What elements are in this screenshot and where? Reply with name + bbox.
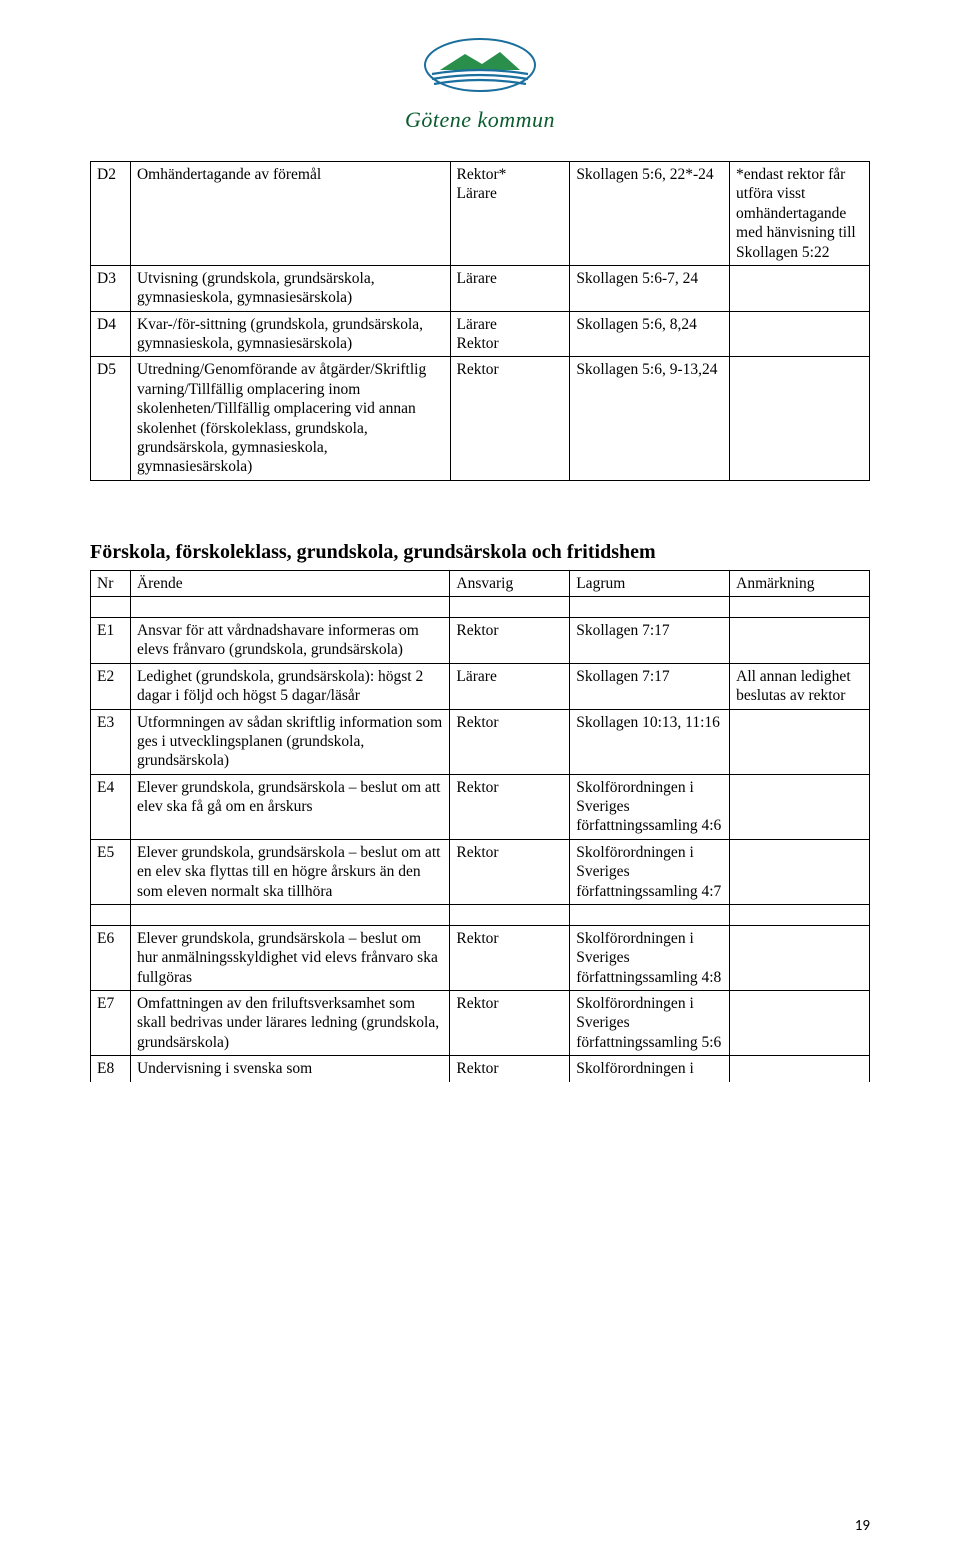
cell-note xyxy=(730,774,870,839)
cell-resp: Rektor xyxy=(450,839,570,904)
table-d: D2Omhändertagande av föremålRektor*Lärar… xyxy=(90,161,870,481)
cell-desc: Utformningen av sådan skriftlig informat… xyxy=(130,709,449,774)
cell-desc: Ansvar för att vårdnadshavare informeras… xyxy=(130,618,449,664)
cell-nr: E6 xyxy=(91,925,131,990)
kommun-logo: Götene kommun xyxy=(405,30,555,133)
table-row: E7Omfattningen av den friluftsverksamhet… xyxy=(91,991,870,1056)
cell-resp: Rektor xyxy=(450,357,570,480)
cell-resp: Rektor xyxy=(450,991,570,1056)
cell-resp: Rektor xyxy=(450,925,570,990)
header-resp: Ansvarig xyxy=(450,570,570,596)
spacer-cell xyxy=(730,597,870,618)
page-number: 19 xyxy=(855,1517,870,1535)
logo-graphic xyxy=(410,30,550,100)
cell-desc: Ledighet (grundskola, grundsärskola): hö… xyxy=(130,663,449,709)
cell-note xyxy=(730,925,870,990)
cell-nr: E5 xyxy=(91,839,131,904)
cell-law: Skollagen 7:17 xyxy=(570,663,730,709)
cell-desc: Undervisning i svenska som xyxy=(130,1056,449,1082)
table-row: D5Utredning/Genomförande av åtgärder/Skr… xyxy=(91,357,870,480)
cell-desc: Elever grundskola, grundsärskola – beslu… xyxy=(130,925,449,990)
cell-resp: Lärare xyxy=(450,265,570,311)
spacer-cell xyxy=(450,904,570,925)
cell-note xyxy=(730,1056,870,1082)
cell-desc: Omfattningen av den friluftsverksamhet s… xyxy=(130,991,449,1056)
table-row: E2Ledighet (grundskola, grundsärskola): … xyxy=(91,663,870,709)
cell-resp: Rektor xyxy=(450,774,570,839)
table-row: E1Ansvar för att vårdnadshavare informer… xyxy=(91,618,870,664)
spacer-cell xyxy=(91,597,131,618)
cell-nr: E1 xyxy=(91,618,131,664)
spacer-cell xyxy=(130,597,449,618)
cell-nr: E4 xyxy=(91,774,131,839)
cell-law: Skollagen 5:6, 22*-24 xyxy=(570,162,730,266)
spacer-cell xyxy=(91,904,131,925)
spacer-cell xyxy=(130,904,449,925)
cell-note xyxy=(730,618,870,664)
cell-resp: Rektor xyxy=(450,709,570,774)
cell-law: Skolförordningen i Sveriges författnings… xyxy=(570,774,730,839)
cell-note xyxy=(730,709,870,774)
cell-desc: Omhändertagande av föremål xyxy=(130,162,450,266)
cell-law: Skolförordningen i Sveriges författnings… xyxy=(570,839,730,904)
header-nr: Nr xyxy=(91,570,131,596)
header-desc: Ärende xyxy=(130,570,449,596)
cell-nr: E3 xyxy=(91,709,131,774)
cell-nr: D5 xyxy=(91,357,131,480)
spacer-cell xyxy=(570,904,730,925)
cell-desc: Elever grundskola, grundsärskola – beslu… xyxy=(130,774,449,839)
spacer-row xyxy=(91,904,870,925)
cell-desc: Utredning/Genomförande av åtgärder/Skrif… xyxy=(130,357,450,480)
cell-desc: Kvar-/för-sittning (grundskola, grundsär… xyxy=(130,311,450,357)
cell-law: Skollagen 5:6, 8,24 xyxy=(570,311,730,357)
cell-note: All annan ledighet beslutas av rektor xyxy=(730,663,870,709)
cell-note xyxy=(730,265,870,311)
cell-resp: Lärare xyxy=(450,663,570,709)
cell-law: Skolförordningen i Sveriges författnings… xyxy=(570,925,730,990)
cell-note xyxy=(730,839,870,904)
table-header-row: NrÄrendeAnsvarigLagrumAnmärkning xyxy=(91,570,870,596)
cell-note xyxy=(730,357,870,480)
cell-nr: E7 xyxy=(91,991,131,1056)
cell-law: Skollagen 7:17 xyxy=(570,618,730,664)
cell-resp: Rektor xyxy=(450,1056,570,1082)
cell-note xyxy=(730,991,870,1056)
cell-nr: D2 xyxy=(91,162,131,266)
header-note: Anmärkning xyxy=(730,570,870,596)
cell-law: Skolförordningen i Sveriges författnings… xyxy=(570,991,730,1056)
spacer-cell xyxy=(450,597,570,618)
header-law: Lagrum xyxy=(570,570,730,596)
table-row: D2Omhändertagande av föremålRektor*Lärar… xyxy=(91,162,870,266)
cell-law: Skollagen 5:6, 9-13,24 xyxy=(570,357,730,480)
cell-desc: Elever grundskola, grundsärskola – beslu… xyxy=(130,839,449,904)
document-page: Götene kommun D2Omhändertagande av förem… xyxy=(0,0,960,1563)
table-row: E3Utformningen av sådan skriftlig inform… xyxy=(91,709,870,774)
spacer-row xyxy=(91,597,870,618)
table-row: E4Elever grundskola, grundsärskola – bes… xyxy=(91,774,870,839)
logo-text: Götene kommun xyxy=(405,107,555,133)
cell-nr: D3 xyxy=(91,265,131,311)
cell-note xyxy=(730,311,870,357)
cell-law: Skolförordningen i xyxy=(570,1056,730,1082)
cell-note: *endast rektor får utföra visst omhänder… xyxy=(730,162,870,266)
cell-law: Skollagen 10:13, 11:16 xyxy=(570,709,730,774)
table-row: D4Kvar-/för-sittning (grundskola, grunds… xyxy=(91,311,870,357)
table-row: D3Utvisning (grundskola, grundsärskola, … xyxy=(91,265,870,311)
cell-resp: Rektor xyxy=(450,618,570,664)
cell-resp: Rektor*Lärare xyxy=(450,162,570,266)
spacer-cell xyxy=(730,904,870,925)
cell-law: Skollagen 5:6-7, 24 xyxy=(570,265,730,311)
cell-nr: E8 xyxy=(91,1056,131,1082)
table-e: NrÄrendeAnsvarigLagrumAnmärkningE1Ansvar… xyxy=(90,570,870,1082)
table-row: E5Elever grundskola, grundsärskola – bes… xyxy=(91,839,870,904)
cell-desc: Utvisning (grundskola, grundsärskola, gy… xyxy=(130,265,450,311)
header-logo-area: Götene kommun xyxy=(90,30,870,133)
cell-nr: E2 xyxy=(91,663,131,709)
spacer-cell xyxy=(570,597,730,618)
table-row: E8Undervisning i svenska somRektorSkolfö… xyxy=(91,1056,870,1082)
section-e-heading: Förskola, förskoleklass, grundskola, gru… xyxy=(90,541,870,564)
table-row: E6Elever grundskola, grundsärskola – bes… xyxy=(91,925,870,990)
cell-nr: D4 xyxy=(91,311,131,357)
cell-resp: LärareRektor xyxy=(450,311,570,357)
